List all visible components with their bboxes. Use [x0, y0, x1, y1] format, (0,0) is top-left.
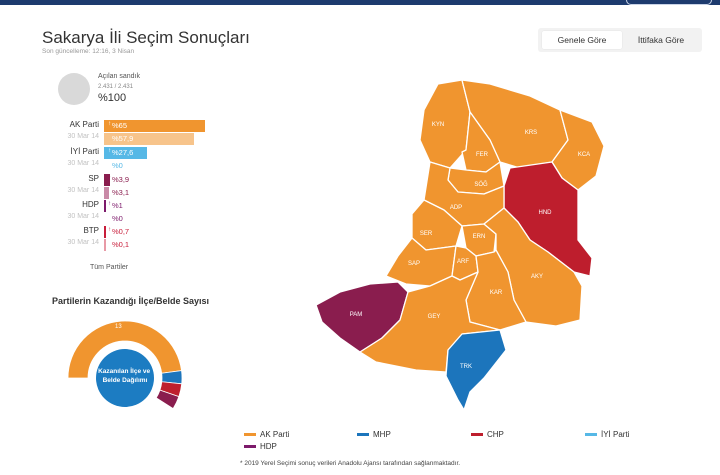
- ballot-label: Açılan sandık: [98, 73, 141, 80]
- legend-swatch: [357, 433, 369, 437]
- label-adp: ADP: [450, 205, 462, 211]
- label-krs: KRS: [525, 130, 537, 136]
- party-arrow: ↑: [108, 148, 111, 154]
- party-row: HDP 30 Mar 14 ↑ %1 %0: [0, 200, 230, 228]
- districts-won-title: Partilerin Kazandığı İlçe/Belde Sayısı: [52, 296, 210, 306]
- party-row: SP 30 Mar 14 ↑ %3,9 %3,1: [0, 174, 230, 202]
- top-bar-button[interactable]: [626, 0, 712, 5]
- footnote: * 2019 Yerel Seçimi sonuç verileri Anado…: [240, 460, 461, 467]
- all-parties-link[interactable]: Tüm Partiler: [90, 264, 129, 271]
- label-fer: FER: [476, 152, 489, 158]
- donut-center-line-1: Kazanılan İlçe ve: [98, 367, 150, 375]
- party-prev-bar: [104, 239, 106, 251]
- label-sap: SAP: [408, 261, 420, 267]
- party-prev-percent: %0,1: [112, 240, 130, 249]
- legend-item: CHP: [471, 430, 504, 439]
- party-name: HDP: [82, 200, 99, 209]
- label-sog: SÖĞ: [474, 181, 488, 188]
- district-trk[interactable]: [445, 329, 507, 411]
- party-arrow: ↑: [108, 175, 111, 181]
- label-arf: ARF: [457, 259, 469, 265]
- district-map: KYN KRS KCA FER SÖĞ HND ADP SER ERN SAP …: [315, 79, 605, 411]
- party-arrow: ↑: [108, 121, 111, 127]
- donut-slice: [67, 320, 182, 379]
- legend-item: HDP: [244, 442, 277, 451]
- party-name: BTP: [83, 226, 99, 235]
- legend-item: MHP: [357, 430, 391, 439]
- page-title: Sakarya İli Seçim Sonuçları: [42, 28, 250, 47]
- legend-swatch: [244, 445, 256, 449]
- donut-center-label: Kazanılan İlçe ve Belde Dağılımı: [98, 367, 152, 384]
- legend-label: MHP: [373, 430, 391, 439]
- party-current-percent: %27,6: [112, 148, 134, 157]
- party-current-bar: [104, 200, 106, 212]
- party-current-bar: [104, 120, 205, 132]
- legend-label: İYİ Parti: [601, 430, 630, 439]
- party-prev-date: 30 Mar 14: [67, 187, 99, 194]
- legend-swatch: [244, 433, 256, 437]
- label-trk: TRK: [460, 364, 472, 370]
- party-prev-percent: %0: [112, 214, 123, 223]
- label-hnd: HND: [539, 210, 553, 216]
- party-arrow: ↑: [108, 201, 111, 207]
- label-gey: GEY: [428, 314, 441, 320]
- donut-slice-label: 13: [115, 324, 122, 330]
- label-kyn: KYN: [432, 122, 444, 128]
- party-name: İYİ Parti: [70, 147, 99, 156]
- label-ern: ERN: [473, 234, 486, 240]
- last-updated: Son güncelleme: 12:16, 3 Nisan: [42, 48, 135, 55]
- donut-center-circle: [96, 349, 154, 407]
- party-prev-date: 30 Mar 14: [67, 213, 99, 220]
- party-current-percent: %1: [112, 201, 123, 210]
- ballot-count: 2.431 / 2.431: [98, 84, 134, 90]
- legend-label: HDP: [260, 442, 277, 451]
- top-navigation-bar: [0, 0, 720, 5]
- legend-label: CHP: [487, 430, 504, 439]
- party-name: SP: [88, 174, 99, 183]
- label-pam: PAM: [350, 312, 363, 318]
- label-kca: KCA: [578, 152, 590, 158]
- party-row: BTP 30 Mar 14 ↑ %0,7 %0,1: [0, 226, 230, 254]
- party-prev-date: 30 Mar 14: [67, 160, 99, 167]
- legend-swatch: [471, 433, 483, 437]
- legend-label: AK Parti: [260, 430, 290, 439]
- party-prev-percent: %3,1: [112, 188, 130, 197]
- label-ser: SER: [420, 231, 433, 237]
- party-current-bar: [104, 226, 106, 238]
- party-prev-percent: %0: [112, 161, 123, 170]
- view-tabs: Genele Göre İttifaka Göre: [538, 28, 702, 52]
- party-prev-date: 30 Mar 14: [67, 133, 99, 140]
- ballot-progress-circle: [58, 73, 90, 105]
- label-kar: KAR: [490, 290, 503, 296]
- legend-item: İYİ Parti: [585, 430, 629, 439]
- party-prev-bar: [104, 187, 109, 199]
- legend-item: AK Parti: [244, 430, 289, 439]
- district-aky[interactable]: [483, 207, 583, 327]
- party-row: AK Parti 30 Mar 14 ↑ %65 %57,9: [0, 120, 230, 148]
- party-current-percent: %3,9: [112, 175, 130, 184]
- party-current-percent: %65: [112, 121, 128, 130]
- party-current-bar: [104, 147, 147, 159]
- legend-swatch: [585, 433, 597, 437]
- party-current-percent: %0,7: [112, 227, 130, 236]
- donut-slice: [155, 389, 180, 410]
- party-current-bar: [104, 174, 111, 186]
- party-prev-percent: %57,9: [112, 134, 134, 143]
- donut-center-line-2: Belde Dağılımı: [103, 377, 148, 384]
- party-arrow: ↑: [108, 227, 111, 233]
- districts-won-donut: 13 Kazanılan İlçe ve Belde Dağılımı: [67, 320, 183, 410]
- ballot-percent: %100: [98, 92, 127, 104]
- label-aky: AKY: [531, 274, 543, 280]
- party-row: İYİ Parti 30 Mar 14 ↑ %27,6 %0: [0, 147, 230, 175]
- tab-genele-gore[interactable]: Genele Göre: [542, 31, 622, 49]
- party-prev-date: 30 Mar 14: [67, 239, 99, 246]
- tab-ittifaka-gore[interactable]: İttifaka Göre: [637, 35, 685, 45]
- party-prev-bar: [104, 133, 194, 145]
- party-name: AK Parti: [69, 120, 99, 129]
